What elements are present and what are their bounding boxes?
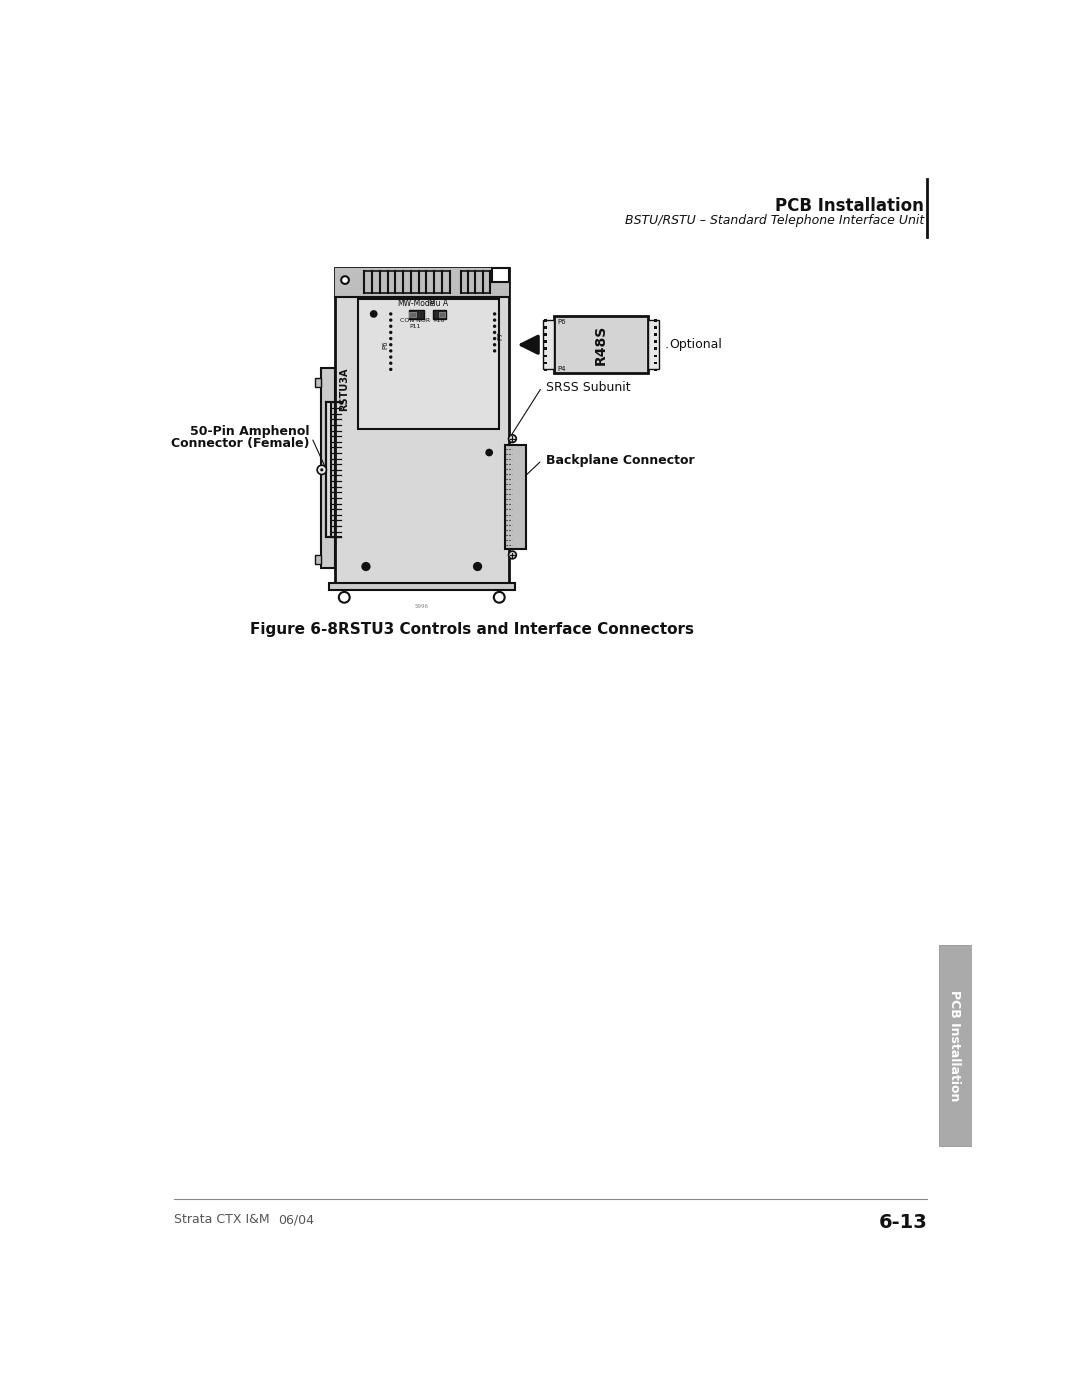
Text: BSTU/RSTU – Standard Telephone Interface Unit: BSTU/RSTU – Standard Telephone Interface…: [624, 214, 924, 226]
Bar: [544, 355, 548, 356]
Bar: [335, 268, 509, 298]
Bar: [544, 362, 548, 363]
Text: 6-13: 6-13: [878, 1214, 927, 1232]
Text: RSTU3A: RSTU3A: [339, 367, 349, 411]
Bar: [654, 334, 658, 335]
Bar: [408, 310, 424, 319]
Bar: [433, 310, 446, 319]
Bar: [326, 402, 332, 538]
Bar: [939, 946, 972, 1146]
Bar: [654, 327, 658, 328]
Circle shape: [492, 319, 497, 321]
Circle shape: [492, 324, 497, 328]
Text: 50-Pin Amphenol: 50-Pin Amphenol: [190, 425, 309, 439]
Circle shape: [389, 313, 392, 316]
Text: P11: P11: [410, 324, 421, 328]
Bar: [314, 377, 321, 387]
Text: Backplane Connector: Backplane Connector: [545, 454, 694, 467]
Text: P10: P10: [433, 319, 445, 323]
Circle shape: [362, 562, 370, 571]
Bar: [654, 355, 658, 356]
Circle shape: [389, 344, 392, 346]
Circle shape: [492, 344, 497, 346]
Text: PCB Installation: PCB Installation: [775, 197, 924, 215]
Circle shape: [389, 331, 392, 334]
Bar: [648, 320, 659, 369]
Text: Connector (Female): Connector (Female): [171, 437, 309, 450]
Text: MW-Mode: MW-Mode: [396, 299, 434, 307]
Text: R48S: R48S: [594, 324, 608, 365]
Text: SRSS Subunit: SRSS Subunit: [545, 380, 631, 394]
Text: P6: P6: [557, 319, 566, 324]
Text: 5996: 5996: [415, 604, 429, 609]
Bar: [654, 320, 658, 321]
Text: Strata CTX I&M: Strata CTX I&M: [174, 1214, 269, 1227]
Text: CON NOR: CON NOR: [401, 319, 431, 323]
Bar: [654, 341, 658, 342]
Circle shape: [492, 349, 497, 352]
Bar: [544, 341, 548, 342]
Bar: [314, 555, 321, 564]
Bar: [335, 268, 509, 584]
Text: RSTU3 Controls and Interface Connectors: RSTU3 Controls and Interface Connectors: [338, 622, 694, 637]
Circle shape: [389, 324, 392, 328]
Circle shape: [473, 562, 482, 571]
Circle shape: [492, 337, 497, 341]
Bar: [654, 362, 658, 363]
Polygon shape: [491, 268, 509, 282]
Circle shape: [492, 313, 497, 316]
Text: P7: P7: [497, 331, 503, 339]
Circle shape: [318, 465, 326, 475]
Text: PCB Installation: PCB Installation: [948, 989, 961, 1101]
Bar: [542, 320, 554, 369]
Bar: [554, 316, 648, 373]
Circle shape: [485, 448, 494, 457]
Bar: [544, 348, 548, 349]
Text: Mu A: Mu A: [429, 299, 448, 307]
Bar: [321, 367, 335, 569]
Circle shape: [492, 331, 497, 334]
Text: Figure 6-8: Figure 6-8: [249, 622, 338, 637]
Circle shape: [509, 550, 516, 559]
Circle shape: [389, 355, 392, 359]
Circle shape: [389, 362, 392, 365]
Bar: [654, 369, 658, 372]
Circle shape: [341, 277, 349, 284]
Text: 06/04: 06/04: [279, 1214, 314, 1227]
Bar: [654, 348, 658, 349]
Text: Optional: Optional: [670, 338, 723, 351]
Bar: [544, 327, 548, 328]
Circle shape: [389, 367, 392, 372]
Bar: [409, 312, 416, 317]
Bar: [544, 369, 548, 372]
Bar: [328, 584, 515, 590]
Circle shape: [369, 310, 378, 317]
Bar: [359, 299, 499, 429]
Circle shape: [339, 592, 350, 602]
Text: P6: P6: [382, 341, 389, 349]
Circle shape: [494, 592, 504, 602]
Text: P4: P4: [557, 366, 566, 372]
Circle shape: [509, 434, 516, 443]
Circle shape: [389, 349, 392, 352]
Circle shape: [389, 319, 392, 321]
Circle shape: [321, 468, 323, 471]
Bar: [544, 334, 548, 335]
Circle shape: [389, 337, 392, 341]
Bar: [438, 312, 445, 317]
Bar: [544, 320, 548, 321]
Bar: [504, 444, 526, 549]
